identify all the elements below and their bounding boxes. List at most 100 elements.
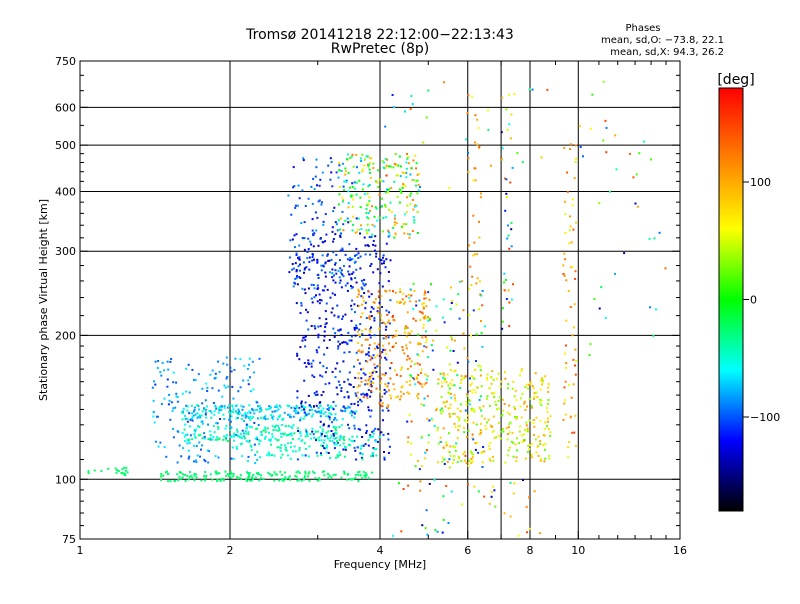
scatter-point <box>380 314 382 317</box>
scatter-point <box>332 473 335 476</box>
scatter-point <box>354 260 357 263</box>
x-tick-label: 4 <box>377 544 384 557</box>
scatter-point <box>531 385 534 388</box>
scatter-point <box>332 240 335 243</box>
scatter-point <box>361 458 364 461</box>
scatter-point <box>321 428 324 431</box>
scatter-point <box>322 412 325 415</box>
scatter-point <box>425 338 428 341</box>
scatter-point <box>315 349 318 352</box>
scatter-point <box>337 269 340 272</box>
scatter-point <box>183 435 186 438</box>
scatter-point <box>317 277 320 279</box>
scatter-point <box>319 420 322 423</box>
scatter-point <box>418 342 421 345</box>
scatter-point <box>332 434 335 437</box>
scatter-point <box>387 382 390 385</box>
scatter-point <box>456 374 459 377</box>
scatter-point <box>328 382 331 385</box>
scatter-point <box>570 266 573 269</box>
scatter-point <box>295 302 298 305</box>
colorbar-tick-label: −100 <box>750 411 780 424</box>
scatter-point <box>311 259 314 262</box>
scatter-point <box>474 442 477 445</box>
scatter-point <box>368 315 371 318</box>
scatter-point <box>294 407 297 410</box>
scatter-point <box>370 385 373 388</box>
scatter-point <box>374 235 377 238</box>
scatter-point <box>209 437 212 440</box>
scatter-point <box>335 272 338 275</box>
scatter-point <box>298 276 301 278</box>
scatter-point <box>391 346 394 348</box>
scatter-point <box>268 454 271 457</box>
scatter-point <box>301 287 304 290</box>
scatter-point <box>279 470 282 473</box>
scatter-point <box>372 354 375 357</box>
scatter-point <box>262 417 265 420</box>
scatter-point <box>351 229 354 232</box>
scatter-point <box>565 344 567 347</box>
scatter-point <box>393 180 396 183</box>
scatter-point <box>467 464 470 467</box>
scatter-point <box>360 400 363 403</box>
scatter-point <box>399 175 402 178</box>
scatter-point <box>347 423 349 426</box>
scatter-point <box>383 451 385 453</box>
scatter-point <box>567 456 570 459</box>
scatter-point <box>395 342 397 345</box>
scatter-point <box>249 411 252 414</box>
scatter-point <box>326 435 328 437</box>
scatter-point <box>351 182 354 185</box>
scatter-point <box>314 327 317 330</box>
scatter-point <box>348 444 351 447</box>
scatter-point <box>327 430 330 433</box>
scatter-point <box>267 471 270 474</box>
scatter-point <box>405 171 408 174</box>
scatter-point <box>329 296 332 299</box>
scatter-point <box>492 459 495 462</box>
scatter-point <box>242 432 245 435</box>
scatter-point <box>291 438 294 440</box>
scatter-point <box>486 397 488 400</box>
scatter-point <box>343 180 346 183</box>
scatter-point <box>359 255 362 258</box>
scatter-point <box>383 392 386 395</box>
scatter-point <box>352 478 355 481</box>
scatter-point <box>535 451 538 454</box>
scatter-point <box>246 367 249 370</box>
scatter-point <box>303 271 305 274</box>
scatter-point <box>400 190 402 193</box>
scatter-point <box>372 271 375 274</box>
scatter-point <box>191 412 193 415</box>
scatter-point <box>186 417 189 420</box>
scatter-point <box>598 307 601 310</box>
scatter-point <box>476 253 479 256</box>
scatter-point <box>534 372 537 375</box>
scatter-point <box>385 174 388 177</box>
scatter-point <box>241 429 244 432</box>
scatter-point <box>384 157 387 160</box>
scatter-point <box>213 431 216 434</box>
scatter-point <box>287 442 290 445</box>
scatter-point <box>248 363 251 366</box>
scatter-point <box>449 407 451 410</box>
scatter-point <box>364 476 367 479</box>
scatter-point <box>468 459 471 462</box>
scatter-point <box>293 281 296 284</box>
scatter-point <box>403 172 406 174</box>
scatter-point <box>186 433 189 436</box>
scatter-point <box>321 375 324 378</box>
scatter-point <box>193 444 195 447</box>
scatter-point <box>394 233 397 236</box>
scatter-point <box>354 449 357 452</box>
scatter-point <box>233 368 236 371</box>
scatter-point <box>276 446 279 449</box>
scatter-point <box>178 475 181 478</box>
scatter-point <box>366 216 368 219</box>
scatter-point <box>567 446 570 448</box>
scatter-point <box>462 453 465 456</box>
scatter-point <box>432 368 435 371</box>
scatter-point <box>406 232 409 235</box>
